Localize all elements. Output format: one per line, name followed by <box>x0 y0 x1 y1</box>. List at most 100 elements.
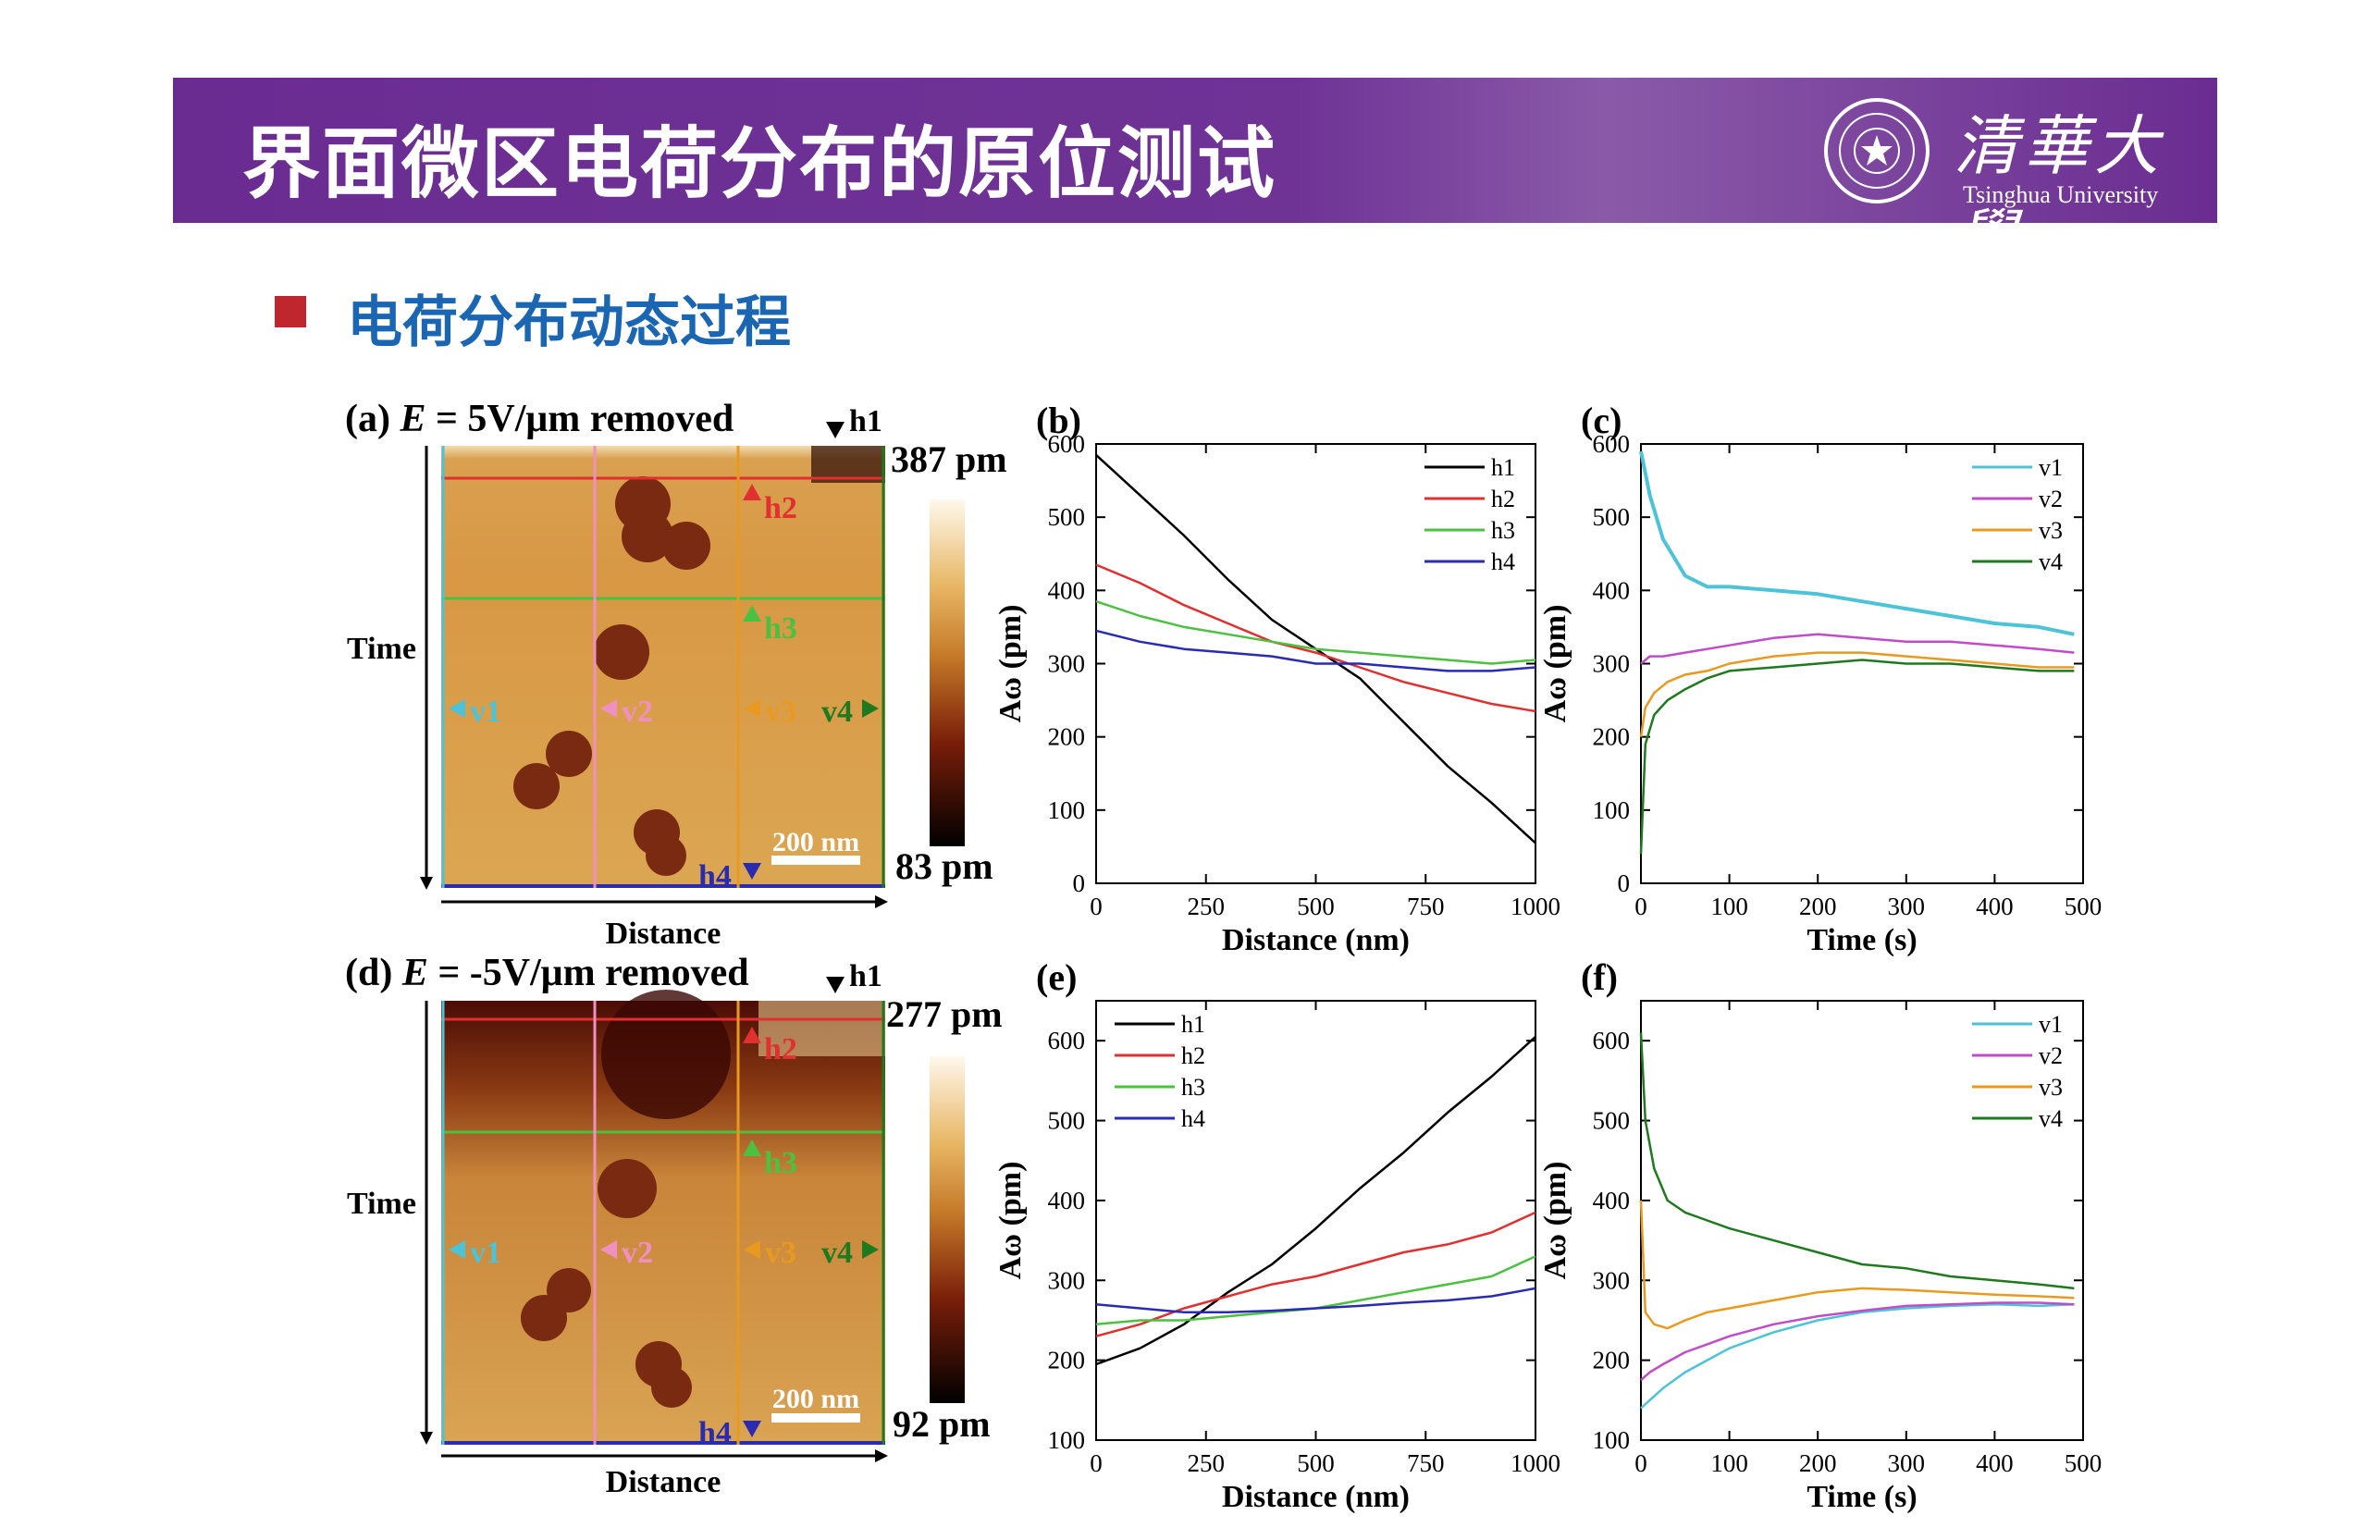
map-a-marker-v1: v1 <box>470 695 501 729</box>
chart-b-ytick-label: 0 <box>1073 869 1086 897</box>
chart-b-ylabel: Aω (pm) <box>993 605 1028 723</box>
chart-c-xtick-label: 300 <box>1888 893 1926 920</box>
chart-c-ylabel: Aω (pm) <box>1538 605 1572 723</box>
map-a-ylabel: Time <box>347 632 416 666</box>
chart-c-xtick-label: 100 <box>1710 893 1748 920</box>
chart-e-legend-label-h3: h3 <box>1181 1074 1205 1101</box>
chart-c-xtick-label: 200 <box>1799 893 1837 920</box>
chart-c-series-v2 <box>1640 633 2075 665</box>
chart-c-ytick-label: 600 <box>1593 430 1631 458</box>
chart-e-label: (e) <box>1036 956 1077 998</box>
chart-b-ytick-label: 500 <box>1048 503 1086 531</box>
chart-e-ylabel: Aω (pm) <box>993 1162 1028 1280</box>
chart-f-xtick-label: 100 <box>1710 1449 1748 1477</box>
map-d-colorbar-min: 92 pm <box>893 1403 991 1445</box>
map-d-scalebar: 200 nm <box>772 1384 859 1414</box>
map-d-marker-h3: h3 <box>764 1146 797 1180</box>
section-bullet <box>275 296 306 327</box>
chart-e-series-h4 <box>1095 1287 1536 1314</box>
line-charts: (b)0 250 500 750 10000100200300400500600Dist… <box>993 400 2102 1514</box>
chart-b-ytick-label: 100 <box>1048 796 1086 824</box>
chart-c-series-v1 <box>1639 450 2075 636</box>
chart-f: (f)0 100 200 300 400 500100200300400500600Tim… <box>1538 956 2102 1514</box>
chart-b-legend-label-h3: h3 <box>1491 517 1515 544</box>
chart-c: (c) 0 100 200 300 400 500 0 100 200 300 400 500 600 Ti… <box>1538 400 2102 957</box>
chart-f-xtick-label: 0 <box>1634 1449 1647 1477</box>
chart-c-xtick-label: 500 <box>2065 893 2103 920</box>
chart-b-xtick-label: 250 <box>1188 893 1226 920</box>
chart-f-label: (f) <box>1581 956 1618 998</box>
map-d-colorbar-max: 277 pm <box>886 993 1003 1035</box>
chart-e-ytick-label: 100 <box>1048 1426 1086 1454</box>
chart-e-frame <box>1095 1000 1536 1441</box>
chart-c-legend-label-v1: v1 <box>2039 454 2063 481</box>
chart-c-ytick-label: 200 <box>1593 723 1631 751</box>
map-a-marker-h1: h1 <box>849 404 882 438</box>
chart-b: (b) 0 250 500 750 1000 0 100 200 300 400 500 600 Dist… <box>993 400 1560 957</box>
chart-f-legend-label-v2: v2 <box>2039 1042 2063 1069</box>
chart-e-xtick-label: 250 <box>1188 1449 1226 1477</box>
chart-e-ytick-label: 600 <box>1048 1027 1086 1054</box>
map-d-marker-h2: h2 <box>764 1032 797 1066</box>
map-d-marker-v1: v1 <box>470 1236 501 1270</box>
chart-c-series-v3 <box>1639 651 2075 737</box>
chart-f-legend-label-v1: v1 <box>2039 1011 2063 1038</box>
chart-e-ytick-label: 300 <box>1048 1266 1086 1294</box>
map-d-colorbar <box>930 1056 965 1403</box>
chart-c-frame <box>1640 443 2084 884</box>
chart-c-ytick-label: 100 <box>1593 796 1631 824</box>
chart-e-series-h1 <box>1095 1035 1536 1366</box>
chart-b-legend-label-h2: h2 <box>1491 486 1515 512</box>
map-d: (d) E = -5V/μm removed 200 nm h1 h2 h3 h… <box>345 952 1003 1499</box>
chart-e-xlabel: Distance (nm) <box>1222 1480 1410 1514</box>
chart-c-series-v4 <box>1639 659 2075 855</box>
map-a-xlabel: Distance <box>606 917 721 951</box>
university-name-en: Tsinghua University <box>1963 181 2159 208</box>
section-title: 电荷分布动态过程 <box>347 290 791 355</box>
chart-f-series-v2 <box>1640 1301 2075 1382</box>
university-seal-icon <box>1824 98 1930 203</box>
chart-e-series-h2 <box>1095 1211 1536 1337</box>
chart-b-xtick-label: 1000 <box>1511 893 1560 920</box>
map-a-marker-h3: h3 <box>764 611 797 646</box>
chart-b-legend-label-h4: h4 <box>1491 548 1515 575</box>
map-a-colorbar-max: 387 pm <box>891 438 1007 480</box>
chart-f-ylabel: Aω (pm) <box>1538 1162 1572 1280</box>
map-a-marker-v2: v2 <box>622 695 653 729</box>
chart-b-xtick-label: 500 <box>1297 893 1335 920</box>
chart-f-xtick-label: 300 <box>1888 1449 1926 1477</box>
chart-f-ytick-label: 200 <box>1593 1347 1631 1374</box>
chart-f-ytick-label: 500 <box>1593 1107 1631 1135</box>
chart-f-xtick-label: 200 <box>1799 1449 1837 1477</box>
map-d-marker-h1: h1 <box>849 959 882 993</box>
chart-e-ytick-label: 400 <box>1048 1187 1086 1214</box>
map-d-marker-h4: h4 <box>698 1416 732 1450</box>
map-a-scalebar: 200 nm <box>772 827 859 857</box>
chart-c-ytick-label: 300 <box>1593 650 1631 678</box>
chart-c-legend-label-v3: v3 <box>2039 517 2063 544</box>
map-a-label: (a) E = 5V/μm removed <box>345 398 734 440</box>
chart-b-ytick-label: 300 <box>1048 650 1086 678</box>
chart-b-xtick-label: 750 <box>1407 893 1445 920</box>
chart-f-legend-label-v4: v4 <box>2039 1105 2063 1132</box>
chart-f-ytick-label: 100 <box>1593 1426 1631 1454</box>
chart-e-xtick-label: 1000 <box>1511 1449 1560 1477</box>
chart-f-xtick-label: 400 <box>1976 1449 2014 1477</box>
chart-b-xtick-label: 0 <box>1090 893 1103 920</box>
chart-c-legend-label-v2: v2 <box>2039 486 2063 512</box>
map-a-marker-v3: v3 <box>765 695 796 729</box>
chart-e-legend-label-h4: h4 <box>1181 1105 1205 1132</box>
map-a: (a) E = 5V/μm removed 200 nm h1 h2 h3 h4… <box>345 398 1007 951</box>
map-a-marker-v4: v4 <box>821 695 853 729</box>
university-name-cn: 清華大學 <box>1954 108 2164 277</box>
chart-b-ytick-label: 200 <box>1048 723 1086 751</box>
map-d-xlabel: Distance <box>606 1465 721 1499</box>
chart-b-ytick-label: 400 <box>1048 576 1086 604</box>
chart-c-ytick-label: 0 <box>1618 869 1631 897</box>
page-title: 界面微区电荷分布的原位测试 <box>242 118 1277 209</box>
chart-b-label: (b) <box>1036 400 1081 441</box>
map-a-colorbar-min: 83 pm <box>895 845 993 887</box>
chart-e-series-h3 <box>1095 1255 1536 1326</box>
map-d-marker-v2: v2 <box>622 1236 653 1270</box>
map-a-marker-h2: h2 <box>764 491 797 525</box>
